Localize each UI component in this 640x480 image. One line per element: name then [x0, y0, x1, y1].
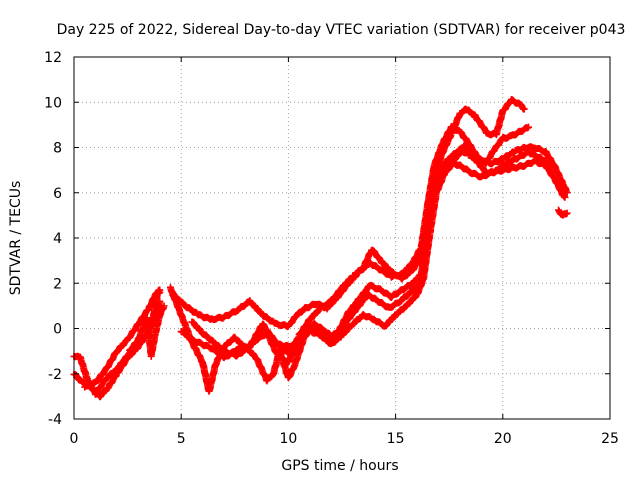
x-tick-label: 15 [387, 431, 405, 447]
series-track-4 [126, 302, 168, 360]
data-point [562, 210, 570, 218]
data-points [70, 96, 571, 401]
series-track-2 [70, 297, 164, 401]
y-tick-label: 6 [53, 186, 62, 202]
y-tick-label: 8 [53, 141, 62, 157]
axis-ticks: 0 5 10 15 20 25 -4 -2 0 2 4 6 8 10 12 [44, 50, 619, 447]
y-tick-label: 4 [53, 231, 62, 247]
data-point [156, 297, 164, 305]
data-point [156, 288, 164, 296]
data-point [520, 105, 528, 113]
series-track-3 [81, 288, 164, 391]
data-point [160, 302, 168, 310]
data-point [563, 209, 571, 217]
x-tick-label: 10 [279, 431, 297, 447]
y-tick-label: -2 [48, 367, 62, 383]
data-point [525, 123, 533, 131]
grid [74, 57, 610, 419]
y-tick-label: -4 [48, 412, 62, 428]
data-point [559, 191, 567, 199]
y-tick-label: 10 [44, 95, 62, 111]
y-tick-label: 2 [53, 276, 62, 292]
x-tick-label: 0 [70, 431, 79, 447]
x-tick-label: 25 [601, 431, 619, 447]
x-axis-title: GPS time / hours [281, 458, 398, 474]
x-tick-label: 5 [177, 431, 186, 447]
x-tick-label: 20 [494, 431, 512, 447]
data-point [155, 289, 163, 297]
series-track-10 [555, 206, 571, 219]
series-track-8 [188, 141, 571, 360]
y-tick-label: 12 [44, 50, 62, 66]
chart-title: Day 225 of 2022, Sidereal Day-to-day VTE… [57, 22, 626, 38]
series-track-9 [252, 156, 567, 350]
y-axis-title: SDTVAR / TECUs [8, 181, 24, 296]
y-tick-label: 0 [53, 322, 62, 338]
